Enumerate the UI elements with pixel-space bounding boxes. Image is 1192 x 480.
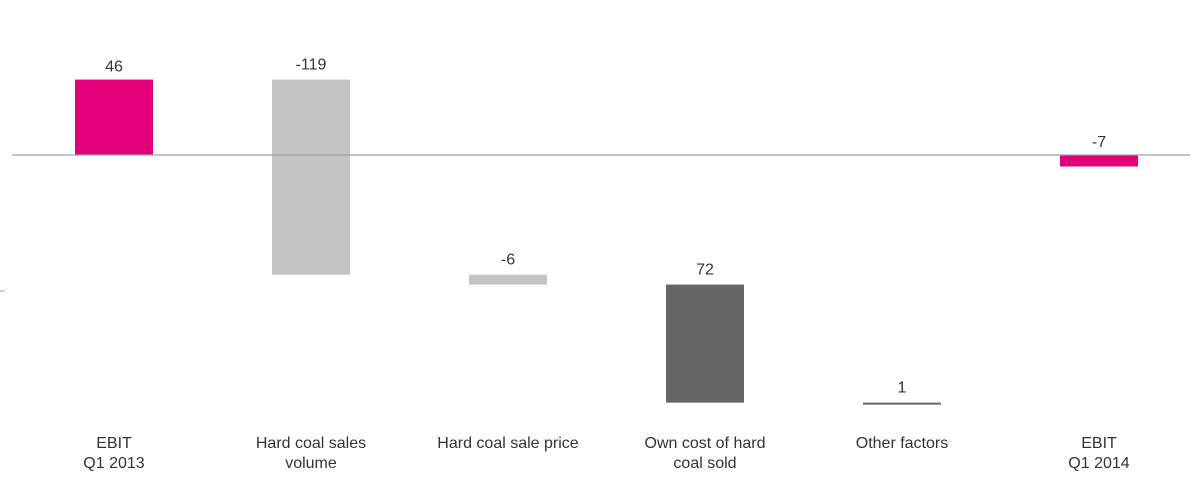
category-label-5: EBIT Q1 2014 xyxy=(1068,435,1129,472)
category-label-3: Own cost of hard coal sold xyxy=(645,435,766,472)
value-label-5: -7 xyxy=(1092,134,1106,151)
value-label-3: 72 xyxy=(696,262,714,279)
bar-4 xyxy=(863,402,941,405)
bar-2 xyxy=(469,274,547,285)
bar-5 xyxy=(1060,155,1138,167)
value-label-1: -119 xyxy=(296,57,327,74)
category-label-4-line-0: Other factors xyxy=(856,435,948,452)
bar-0 xyxy=(75,79,153,155)
bar-1 xyxy=(272,79,350,275)
category-label-2-line-0: Hard coal sale price xyxy=(437,435,579,452)
category-label-1-line-1: volume xyxy=(285,455,337,472)
value-label-0: 46 xyxy=(105,59,123,76)
value-label-2: -6 xyxy=(501,252,515,269)
category-label-0: EBIT Q1 2013 xyxy=(83,435,144,472)
category-label-3-line-0: Own cost of hard xyxy=(645,435,766,452)
category-label-0-line-1: Q1 2013 xyxy=(83,455,144,472)
category-label-1-line-0: Hard coal sales xyxy=(256,435,366,452)
category-label-0-line-0: EBIT xyxy=(96,435,132,452)
category-label-1: Hard coal sales volume xyxy=(256,435,366,472)
category-label-4: Other factors xyxy=(856,435,948,452)
value-label-4: 1 xyxy=(898,380,907,397)
category-label-2: Hard coal sale price xyxy=(437,435,579,452)
category-label-5-line-1: Q1 2014 xyxy=(1068,455,1129,472)
category-label-3-line-1: coal sold xyxy=(673,455,736,472)
category-label-5-line-0: EBIT xyxy=(1081,435,1117,452)
bar-3 xyxy=(666,284,744,403)
